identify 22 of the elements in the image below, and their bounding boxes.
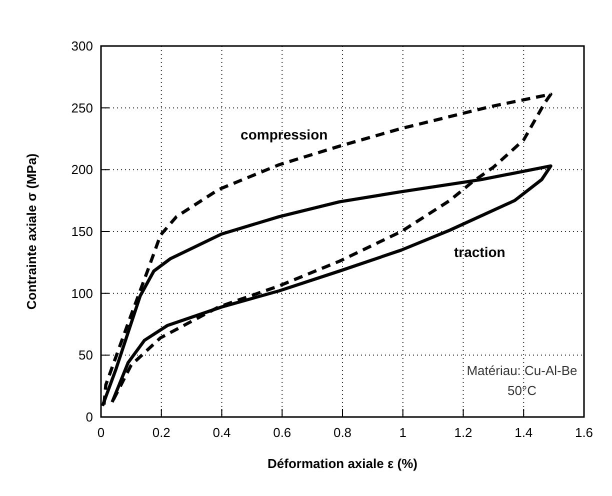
x-tick-label: 1.2	[454, 425, 472, 440]
x-tick-label: 0.8	[333, 425, 352, 440]
y-tick-label: 200	[71, 162, 93, 178]
x-tick-label: 1.4	[514, 425, 533, 440]
x-tick-label: 0.4	[212, 425, 231, 440]
y-tick-label: 150	[71, 224, 93, 240]
y-tick-label: 50	[78, 348, 93, 363]
y-tick-label: 250	[71, 100, 93, 116]
annotation: 50°C	[507, 383, 537, 398]
x-tick-label: 1.6	[574, 425, 594, 440]
x-axis-title: Déformation axiale ε (%)	[268, 456, 418, 471]
y-tick-label: 300	[71, 38, 93, 54]
x-tick-label: 0.2	[152, 425, 170, 440]
series-label: traction	[454, 244, 506, 260]
x-tick-label: 0.6	[273, 425, 292, 440]
y-tick-label: 0	[86, 410, 93, 425]
x-tick-label: 0	[97, 425, 105, 440]
series-label: compression	[240, 126, 328, 143]
y-tick-label: 100	[71, 286, 93, 301]
x-tick-label: 1	[399, 425, 406, 440]
annotation: Matériau: Cu-Al-Be	[466, 363, 578, 378]
y-axis-title: Contrainte axiale σ (MPa)	[24, 153, 39, 310]
